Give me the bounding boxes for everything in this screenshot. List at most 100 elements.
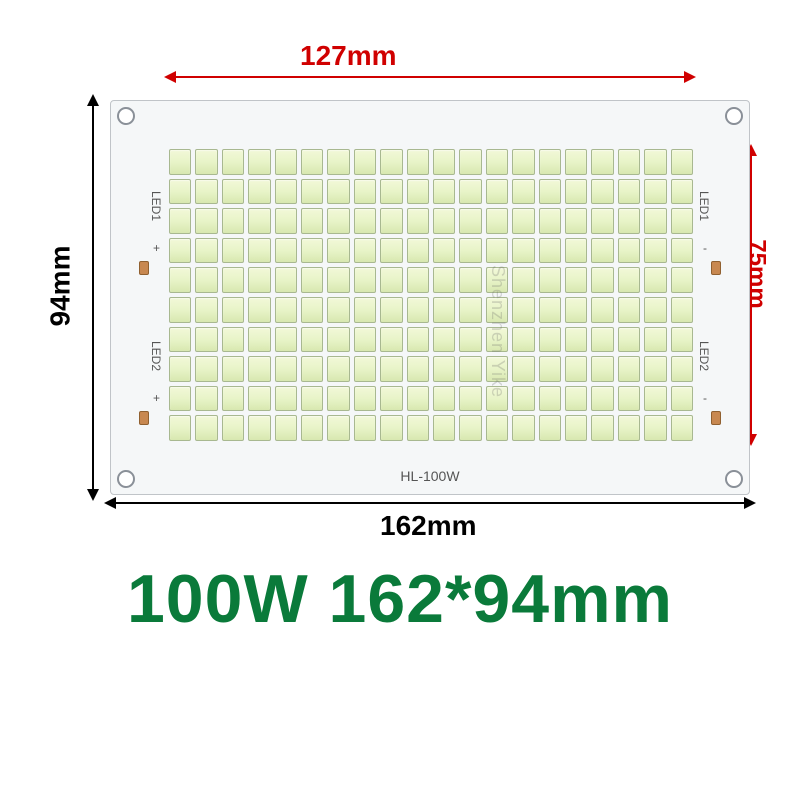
led-chip-icon xyxy=(327,415,349,441)
led-chip-icon xyxy=(671,327,693,353)
led-chip-icon xyxy=(565,297,587,323)
solder-pad-icon xyxy=(139,261,149,275)
led-chip-icon xyxy=(222,267,244,293)
led-chip-icon xyxy=(195,386,217,412)
led-chip-icon xyxy=(380,238,402,264)
led-chip-icon xyxy=(301,179,323,205)
led-chip-icon xyxy=(486,415,508,441)
led-chip-icon xyxy=(248,415,270,441)
led-chip-icon xyxy=(459,327,481,353)
dimension-left: 94mm xyxy=(44,246,76,327)
led-chip-icon xyxy=(644,267,666,293)
mount-hole-icon xyxy=(725,470,743,488)
led-chip-icon xyxy=(644,149,666,175)
led-chip-icon xyxy=(301,356,323,382)
led-chip-icon xyxy=(248,386,270,412)
led-chip-icon xyxy=(380,356,402,382)
led-chip-icon xyxy=(380,267,402,293)
silk-led2-left: LED2 xyxy=(149,341,163,371)
led-chip-icon xyxy=(354,149,376,175)
led-chip-icon xyxy=(671,356,693,382)
led-chip-icon xyxy=(671,208,693,234)
led-chip-icon xyxy=(671,297,693,323)
led-chip-icon xyxy=(618,327,640,353)
led-chip-icon xyxy=(275,415,297,441)
arrow-top-head-right xyxy=(684,71,696,83)
led-chip-icon xyxy=(459,297,481,323)
led-chip-icon xyxy=(248,179,270,205)
led-chip-icon xyxy=(433,149,455,175)
led-chip-icon xyxy=(459,238,481,264)
led-chip-icon xyxy=(195,149,217,175)
led-chip-icon xyxy=(354,327,376,353)
led-chip-icon xyxy=(169,415,191,441)
led-chip-icon xyxy=(433,267,455,293)
led-chip-icon xyxy=(512,238,534,264)
led-chip-icon xyxy=(380,297,402,323)
led-chip-icon xyxy=(539,386,561,412)
mount-hole-icon xyxy=(725,107,743,125)
led-chip-icon xyxy=(565,386,587,412)
led-chip-icon xyxy=(169,179,191,205)
led-chip-icon xyxy=(301,297,323,323)
led-chip-icon xyxy=(407,327,429,353)
led-chip-icon xyxy=(591,238,613,264)
led-chip-icon xyxy=(671,238,693,264)
led-chip-icon xyxy=(591,149,613,175)
led-chip-icon xyxy=(380,149,402,175)
led-chip-icon xyxy=(433,386,455,412)
silk-plus-left-1: + xyxy=(153,241,160,255)
led-chip-icon xyxy=(644,208,666,234)
led-chip-icon xyxy=(591,297,613,323)
led-chip-icon xyxy=(512,415,534,441)
silk-minus-right-1: - xyxy=(703,241,707,255)
solder-pad-icon xyxy=(711,261,721,275)
led-chip-icon xyxy=(618,415,640,441)
led-chip-icon xyxy=(407,149,429,175)
led-chip-icon xyxy=(512,179,534,205)
led-chip-icon xyxy=(512,386,534,412)
led-chip-icon xyxy=(301,386,323,412)
led-chip-icon xyxy=(433,415,455,441)
led-chip-icon xyxy=(644,238,666,264)
led-chip-icon xyxy=(512,356,534,382)
led-chip-icon xyxy=(248,238,270,264)
led-chip-icon xyxy=(618,267,640,293)
led-chip-icon xyxy=(644,356,666,382)
led-chip-icon xyxy=(275,149,297,175)
silk-model-label: HL-100W xyxy=(400,468,459,484)
led-chip-icon xyxy=(459,179,481,205)
led-chip-icon xyxy=(380,327,402,353)
arrow-left-head-top xyxy=(87,94,99,106)
led-chip-icon xyxy=(459,208,481,234)
led-chip-icon xyxy=(248,267,270,293)
mount-hole-icon xyxy=(117,470,135,488)
led-chip-icon xyxy=(565,179,587,205)
led-chip-icon xyxy=(486,238,508,264)
arrow-left xyxy=(92,100,94,495)
solder-pad-icon xyxy=(711,411,721,425)
led-chip-icon xyxy=(195,327,217,353)
led-chip-icon xyxy=(512,149,534,175)
led-chip-icon xyxy=(169,267,191,293)
led-chip-icon xyxy=(407,386,429,412)
led-chip-icon xyxy=(169,238,191,264)
led-chip-icon xyxy=(301,208,323,234)
led-chip-icon xyxy=(486,208,508,234)
silk-led1-right: LED1 xyxy=(697,191,711,221)
led-chip-icon xyxy=(354,179,376,205)
led-chip-icon xyxy=(275,386,297,412)
led-chip-icon xyxy=(618,179,640,205)
arrow-left-head-bottom xyxy=(87,489,99,501)
led-chip-icon xyxy=(327,356,349,382)
led-chip-icon xyxy=(671,149,693,175)
led-chip-icon xyxy=(327,297,349,323)
led-chip-icon xyxy=(644,386,666,412)
led-chip-icon xyxy=(591,267,613,293)
led-chip-icon xyxy=(407,297,429,323)
led-chip-icon xyxy=(354,415,376,441)
led-chip-icon xyxy=(565,208,587,234)
led-chip-icon xyxy=(222,356,244,382)
led-chip-icon xyxy=(671,386,693,412)
led-chip-icon xyxy=(644,327,666,353)
